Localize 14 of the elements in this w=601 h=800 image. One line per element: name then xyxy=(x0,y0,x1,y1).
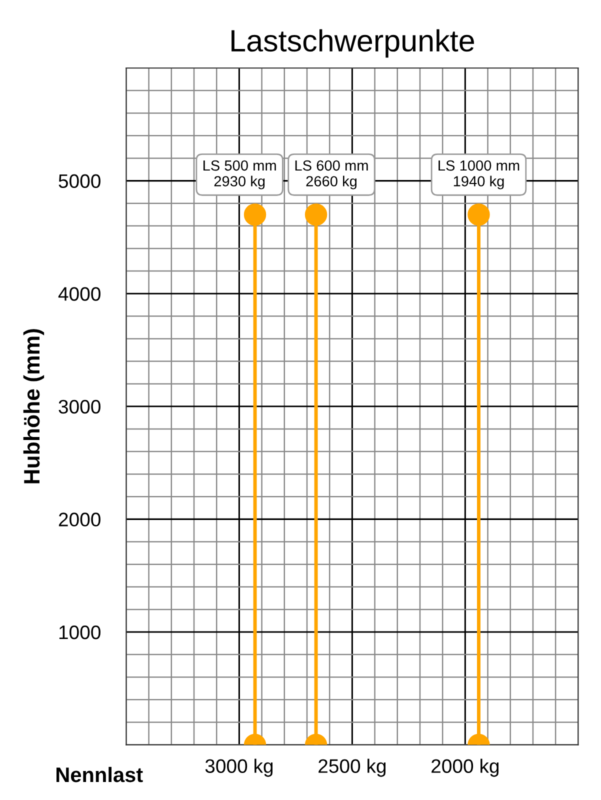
y-axis-title: Hubhöhe (mm) xyxy=(23,329,44,484)
x-tick-label: 2000 kg xyxy=(432,758,499,777)
x-axis-title: Nennlast xyxy=(56,766,143,782)
y-tick-label: 5000 xyxy=(58,174,100,188)
chart-title: Lastschwerpunkte xyxy=(232,29,474,58)
y-tick-label: 4000 xyxy=(58,287,100,301)
x-tick-label: 2500 kg xyxy=(318,758,386,777)
y-tick-label: 2000 xyxy=(58,512,100,526)
annotation: LS 600 mm 2660 kg xyxy=(295,160,368,190)
annotation: LS 1000 mm 1940 kg xyxy=(438,160,520,190)
annotation: LS 500 mm 2930 kg xyxy=(203,160,276,190)
y-tick-label: 1000 xyxy=(59,625,100,640)
x-tick-label: 3000 kg xyxy=(205,758,273,777)
y-tick-label: 3000 xyxy=(58,400,100,414)
